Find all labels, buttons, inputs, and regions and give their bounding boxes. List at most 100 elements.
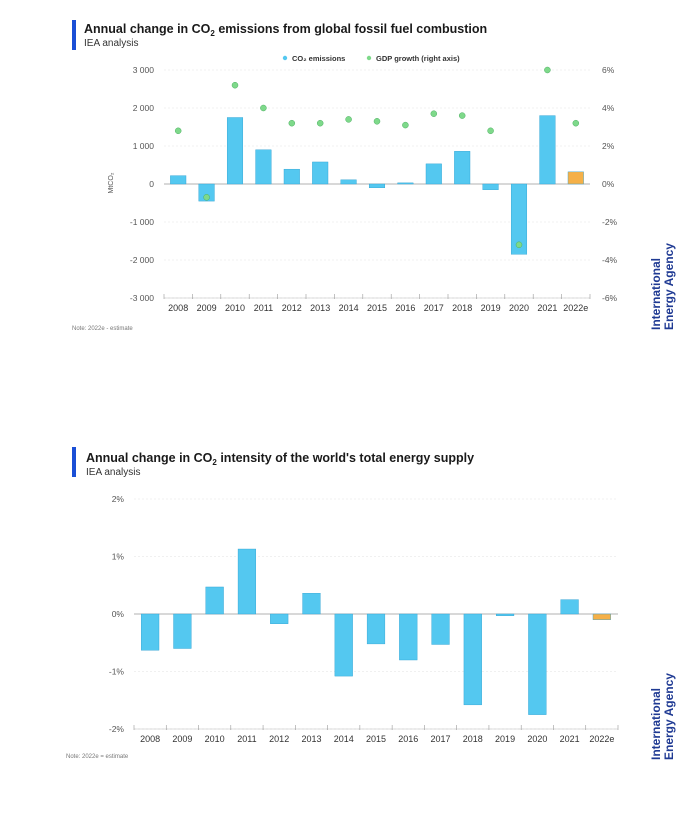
- bar-2014: [334, 613, 353, 677]
- y2-tick-label: -6%: [602, 293, 618, 303]
- chart1-plot: -3 000 -2 000 -1 000 0 1 000 2 000 3 000 -6% -4%…: [130, 65, 618, 313]
- y-tick-label: 3 000: [133, 65, 155, 75]
- chart2-title: Annual change in CO2 intensity of the wo…: [86, 451, 474, 467]
- gdp-point-2009: [203, 194, 210, 201]
- y-tick-label: 1 000: [133, 141, 155, 151]
- x-tick-label: 2017: [431, 734, 451, 744]
- x-tick-label: 2016: [395, 303, 415, 313]
- x-tick-label: 2013: [301, 734, 321, 744]
- chart1-subtitle: IEA analysis: [84, 38, 138, 49]
- chart1-accent-bar: [72, 20, 76, 50]
- x-tick-label: 2009: [172, 734, 192, 744]
- bar-2018: [454, 151, 471, 185]
- gdp-point-2014: [345, 116, 352, 123]
- bar-2015: [366, 613, 386, 645]
- y-tick-label: 1%: [112, 552, 125, 562]
- y-tick-label: -1 000: [130, 217, 154, 227]
- x-tick-label: 2008: [168, 303, 188, 313]
- y2-tick-label: -2%: [602, 217, 618, 227]
- gdp-point-2021: [544, 66, 551, 74]
- bar-2022e: [592, 613, 611, 620]
- bar-2009: [198, 183, 215, 202]
- x-tick-label: 2010: [205, 734, 225, 744]
- gdp-point-2008: [174, 127, 182, 135]
- legend-gdp-label: GDP growth (right axis): [376, 54, 460, 63]
- bar-2016: [399, 613, 418, 661]
- gdp-point-2017: [430, 110, 438, 117]
- bar-2011: [237, 548, 257, 615]
- bar-2019: [495, 613, 515, 616]
- bar-2021: [560, 599, 579, 615]
- bar-2009: [173, 613, 192, 649]
- bar-2019: [482, 183, 499, 190]
- x-tick-label: 2021: [560, 734, 580, 744]
- legend-co2-swatch: [282, 55, 288, 61]
- gdp-point-2013: [316, 119, 324, 127]
- legend-co2-label: CO₂ emissions: [292, 54, 345, 63]
- x-tick-label: 2020: [527, 734, 547, 744]
- bar-2013: [312, 161, 329, 185]
- x-tick-label: 2013: [310, 303, 330, 313]
- chart2-accent-bar: [72, 447, 76, 477]
- bar-2022e: [567, 171, 584, 185]
- chart2-subtitle: IEA analysis: [86, 467, 140, 478]
- brand-logo-bottom: International Energy Agency: [649, 673, 676, 760]
- gdp-point-2019: [487, 127, 494, 135]
- y-tick-label: 0%: [112, 609, 125, 619]
- x-tick-label: 2011: [237, 734, 256, 744]
- x-tick-label: 2019: [481, 303, 501, 313]
- bar-2008: [170, 175, 187, 185]
- chart2-plot: -2% -1% 0% 1% 2% 2008 2009 2010 2011 2012 2013 2014…: [109, 494, 619, 744]
- y-tick-label: 0: [149, 179, 154, 189]
- gdp-point-2016: [402, 121, 409, 129]
- x-tick-label: 2019: [495, 734, 515, 744]
- gdp-point-2022e: [572, 119, 580, 127]
- x-tick-label: 2020: [509, 303, 529, 313]
- bar-2020: [528, 613, 547, 715]
- y2-tick-label: 6%: [602, 65, 615, 75]
- chart1-legend: CO₂ emissions GDP growth (right axis): [282, 54, 460, 63]
- x-tick-label: 2022e: [589, 734, 614, 744]
- bar-2021: [539, 115, 556, 185]
- x-tick-label: 2008: [140, 734, 160, 744]
- bar-2012: [283, 168, 300, 185]
- y2-tick-label: -4%: [602, 255, 618, 265]
- gdp-point-2012: [288, 119, 296, 127]
- x-tick-label: 2016: [398, 734, 418, 744]
- y2-tick-label: 2%: [602, 141, 615, 151]
- x-tick-label: 2012: [282, 303, 302, 313]
- bar-2016: [397, 182, 414, 185]
- brand-line1: International: [649, 688, 663, 760]
- bar-2020: [510, 183, 528, 255]
- x-tick-label: 2011: [254, 303, 273, 313]
- x-tick-label: 2014: [339, 303, 359, 313]
- brand-line2: Energy Agency: [662, 673, 676, 760]
- bar-2011: [255, 149, 272, 185]
- brand-logo-top: International Energy Agency: [649, 243, 676, 330]
- x-tick-label: 2015: [366, 734, 386, 744]
- gdp-point-2011: [260, 104, 267, 112]
- y2-tick-label: 4%: [602, 103, 615, 113]
- y-tick-label: 2%: [112, 494, 125, 504]
- y-tick-label: -3 000: [130, 293, 154, 303]
- chart1-y-axis-label: MtCO₂: [108, 172, 115, 193]
- y-tick-label: -2 000: [130, 255, 154, 265]
- bar-2017: [431, 613, 450, 645]
- x-tick-label: 2022e: [563, 303, 588, 313]
- bar-2014: [340, 179, 357, 185]
- x-tick-label: 2014: [334, 734, 354, 744]
- gdp-point-2010: [231, 81, 239, 89]
- chart1-title: Annual change in CO2 emissions from glob…: [84, 22, 487, 38]
- x-tick-label: 2012: [269, 734, 289, 744]
- y-tick-label: -1%: [109, 667, 125, 677]
- x-tick-label: 2015: [367, 303, 387, 313]
- gdp-point-2015: [373, 118, 381, 125]
- x-tick-label: 2018: [452, 303, 472, 313]
- bar-2015: [368, 183, 386, 188]
- x-tick-label: 2017: [424, 303, 444, 313]
- x-tick-label: 2018: [463, 734, 483, 744]
- bar-2013: [302, 593, 321, 615]
- bar-2010: [226, 117, 244, 185]
- bar-2010: [205, 586, 224, 615]
